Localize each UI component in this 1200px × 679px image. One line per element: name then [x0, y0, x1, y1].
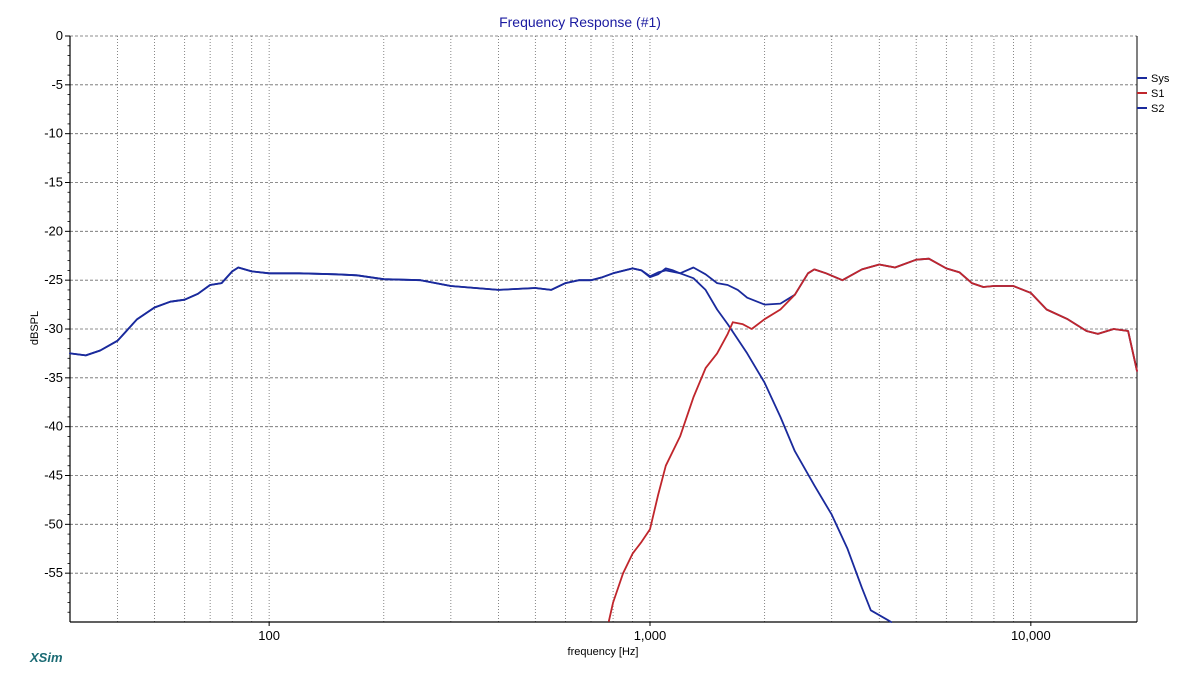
y-tick-label: -55	[44, 565, 63, 580]
y-tick-label: -15	[44, 175, 63, 190]
y-tick-label: -20	[44, 223, 63, 238]
x-tick-label: 1,000	[634, 628, 667, 643]
y-tick-label: -5	[51, 77, 63, 92]
y-tick-label: -50	[44, 516, 63, 531]
grid	[69, 35, 1137, 622]
y-tick-label: -25	[44, 272, 63, 287]
x-axis-label: frequency [Hz]	[568, 646, 639, 658]
y-tick-label: -35	[44, 370, 63, 385]
legend-label: S2	[1151, 103, 1164, 115]
legend: Sys S1 S2	[1137, 73, 1170, 115]
y-tick-label: -30	[44, 321, 63, 336]
series-line-s2	[69, 266, 893, 623]
legend-label: S1	[1151, 88, 1164, 100]
y-tick-label: 0	[56, 28, 63, 43]
y-tick-label: -45	[44, 468, 63, 483]
series-lines	[69, 257, 1138, 623]
axes: 0 -5 -10 -15 -20 -25 -30 -35 -40 -45 -50 -55 100 1,00…	[44, 28, 1138, 643]
y-tick-label: -10	[44, 126, 63, 141]
x-tick-label: 10,000	[1011, 628, 1051, 643]
y-axis-label: dBSPL	[29, 311, 41, 345]
chart-title: Frequency Response (#1)	[499, 14, 661, 30]
series-line-sys	[69, 257, 1138, 372]
legend-label: Sys	[1151, 73, 1170, 85]
y-tick-label: -40	[44, 419, 63, 434]
series-line-s1	[608, 257, 1138, 622]
xsim-logo: XSim	[30, 650, 63, 665]
x-tick-label: 100	[258, 628, 280, 643]
